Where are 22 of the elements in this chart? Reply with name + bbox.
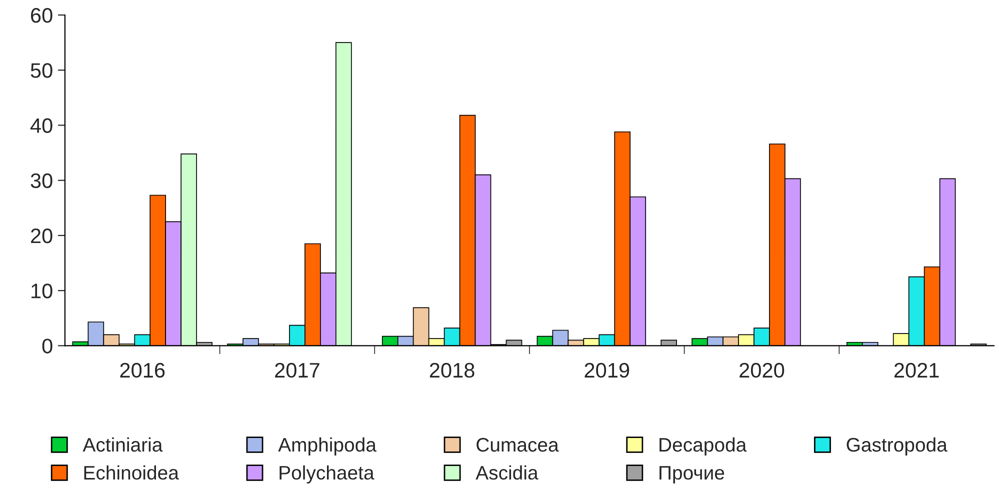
legend-label: Decapoda	[660, 437, 747, 456]
x-tick-label: 2016	[120, 362, 165, 378]
legend-label: Прочие	[660, 466, 724, 484]
legend-label: Echinoidea	[84, 465, 179, 480]
x-tick-label: 2017	[275, 362, 320, 378]
y-tick-label: 50	[30, 63, 52, 78]
legend-label: Amphipoda	[278, 437, 376, 456]
legend-label: Actiniaria	[82, 437, 163, 452]
x-tick-label: 2021	[894, 362, 939, 378]
y-tick-label: 60	[31, 8, 52, 23]
y-tick-label: 0	[42, 338, 52, 354]
legend-label: Polychaeta	[280, 465, 374, 484]
y-tick-label: 10	[32, 284, 52, 298]
x-tick-label: 2020	[740, 362, 784, 378]
x-tick-label: 2018	[430, 362, 474, 378]
y-tick-label: 40	[30, 118, 52, 134]
legend-label: Ascidia	[476, 465, 538, 480]
legend-label: Gastropoda	[846, 437, 948, 456]
x-tick-label: 2019	[584, 362, 630, 378]
legend-label: Cumacea	[476, 438, 559, 452]
y-tick-label: 30	[30, 173, 52, 188]
y-tick-label: 20	[31, 228, 52, 244]
